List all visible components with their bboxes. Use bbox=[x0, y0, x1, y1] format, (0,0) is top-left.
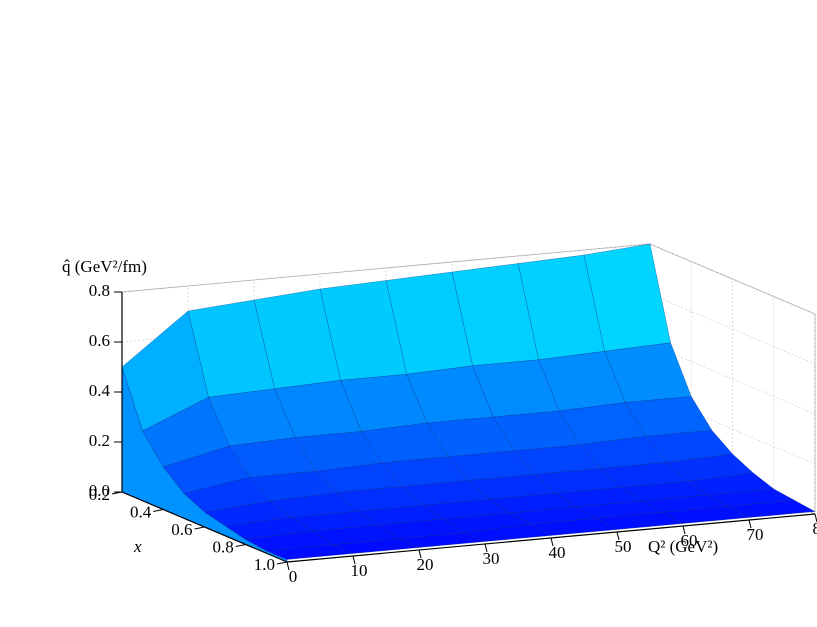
surface-patch bbox=[266, 544, 354, 560]
grid-line bbox=[121, 243, 816, 315]
y-axis-label: Q² (GeV²) bbox=[648, 537, 718, 556]
y-tick bbox=[748, 519, 752, 529]
y-tick-label: 20 bbox=[417, 555, 434, 574]
y-tick bbox=[286, 561, 290, 571]
x-tick bbox=[153, 509, 164, 512]
y-tick bbox=[550, 537, 554, 547]
z-tick-label: 0.4 bbox=[89, 381, 111, 400]
x-tick-label: 0.2 bbox=[89, 485, 110, 504]
y-tick-label: 40 bbox=[549, 543, 566, 562]
y-tick bbox=[682, 525, 686, 535]
z-axis-label: q̂ (GeV²/fm) bbox=[62, 257, 147, 276]
x-tick-label: 0.4 bbox=[130, 502, 152, 521]
x-tick-label: 1.0 bbox=[254, 555, 275, 574]
y-tick-label: 0 bbox=[289, 567, 298, 586]
y-tick bbox=[484, 543, 488, 553]
z-tick-label: 0.0 bbox=[89, 481, 110, 500]
y-tick-label: 50 bbox=[615, 537, 632, 556]
y-tick-label: 10 bbox=[351, 561, 368, 580]
y-tick bbox=[616, 531, 620, 541]
x-tick bbox=[194, 526, 205, 530]
x-tick bbox=[276, 561, 288, 565]
y-tick-label: 30 bbox=[483, 549, 500, 568]
z-tick-label: 0.6 bbox=[89, 331, 110, 350]
x-axis-label: x bbox=[133, 537, 142, 556]
x-tick bbox=[235, 544, 246, 547]
z-tick-label: 0.2 bbox=[89, 431, 110, 450]
y-tick-label: 70 bbox=[747, 525, 764, 544]
y-tick-label: 80 bbox=[813, 519, 817, 538]
z-tick-label: 0.8 bbox=[89, 281, 110, 300]
x-tick-label: 0.6 bbox=[171, 520, 192, 539]
x-tick-label: 0.8 bbox=[213, 537, 234, 556]
y-tick-label: 60 bbox=[681, 531, 698, 550]
x-tick bbox=[111, 491, 123, 495]
y-tick bbox=[352, 555, 356, 565]
y-tick bbox=[418, 549, 422, 559]
